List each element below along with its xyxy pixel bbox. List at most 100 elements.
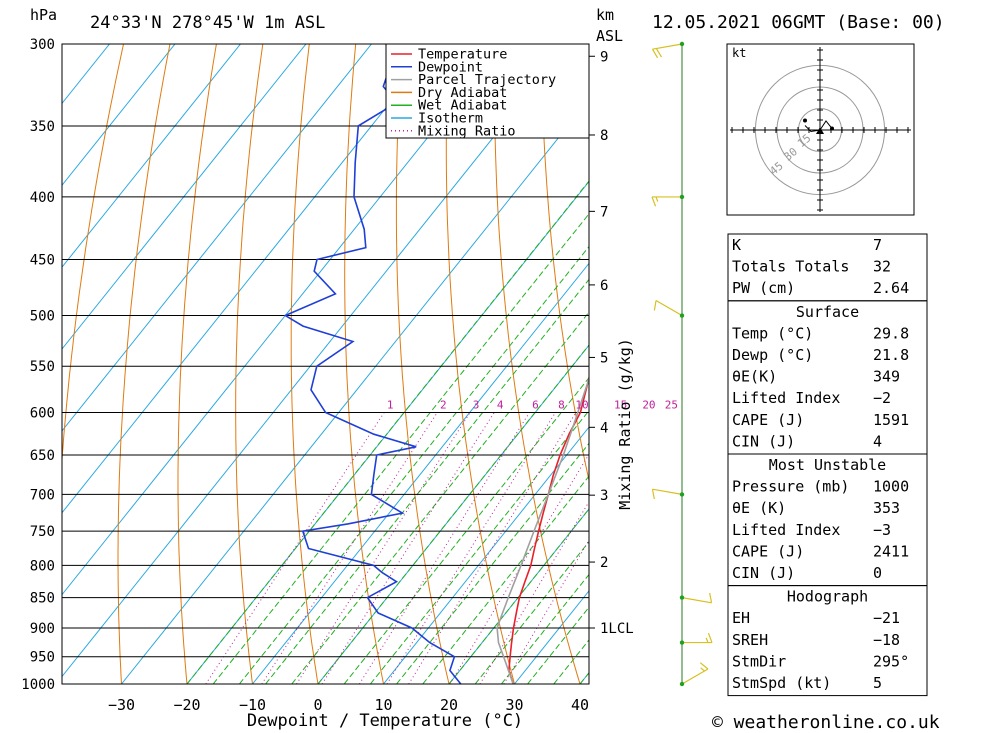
mixing-ratio-line: [386, 412, 556, 684]
index-label: Temp (°C): [732, 324, 813, 342]
dry-adiabat-line: [117, 44, 171, 684]
index-value: 4: [873, 432, 882, 450]
index-label: CAPE (J): [732, 542, 804, 560]
index-value: −2: [873, 389, 891, 407]
wind-barb-flag: [655, 196, 659, 202]
index-label: K: [732, 236, 741, 254]
index-value: −18: [873, 631, 900, 649]
mixing-ratio-tick-label: 10: [575, 398, 588, 411]
wind-barb-flag: [700, 667, 705, 672]
km-tick-label: 5: [600, 350, 608, 366]
index-value: 32: [873, 258, 891, 276]
index-label: CIN (J): [732, 432, 795, 450]
km-tick-label: 8: [600, 128, 608, 144]
profile-series: [283, 44, 589, 684]
mixing-ratio-line: [261, 412, 438, 684]
copyright-text: © weatheronline.co.uk: [712, 712, 940, 733]
wind-barb-flag: [699, 662, 709, 670]
wind-barb-staff: [681, 668, 709, 685]
mixing-ratio-line: [449, 453, 589, 684]
wind-barb-flag: [709, 592, 713, 603]
km-label: km: [596, 6, 614, 24]
dry-adiabat-line: [177, 44, 217, 684]
surface-indices-title: Surface: [796, 303, 859, 321]
index-value: 295°: [873, 652, 909, 670]
wind-barb-dot: [679, 194, 685, 200]
wind-barb: [679, 592, 713, 604]
mixing-ratio-tick-label: 20: [642, 398, 655, 411]
mixing-ratio-tick-label: 6: [532, 398, 539, 411]
wind-barb-flag: [651, 489, 655, 500]
plot-frame: [61, 43, 590, 685]
wet-adiabat-line: [448, 508, 589, 684]
index-label: Pressure (mb): [732, 478, 849, 496]
x-axis-label: Dewpoint / Temperature (°C): [247, 711, 523, 731]
isotherm-line: [252, 262, 589, 684]
km-tick-label: 2: [600, 555, 608, 571]
wind-barb-dot: [679, 681, 685, 687]
dry-adiabat-line: [235, 44, 264, 684]
isotherm-line: [62, 44, 372, 432]
mixing-ratio-tick-label: 8: [558, 398, 565, 411]
index-value: 2411: [873, 542, 909, 560]
index-label: SREH: [732, 631, 768, 649]
temperature-tick-label: −20: [173, 696, 200, 714]
pressure-tick-label: 700: [30, 487, 55, 503]
dry-adiabat-line: [62, 44, 124, 468]
wind-barbs: [651, 41, 713, 687]
legend-label: Wet Adiabat: [418, 98, 507, 114]
hpa-label: hPa: [30, 6, 57, 24]
temperature-tick-label: 10: [374, 696, 392, 714]
temperature-tick-label: 30: [505, 696, 523, 714]
index-value: 1000: [873, 478, 909, 496]
index-value: 349: [873, 368, 900, 386]
pressure-tick-label: 600: [30, 405, 55, 421]
isotherm-line: [62, 44, 438, 514]
pressure-tick-label: 950: [30, 650, 55, 666]
mixing-ratio-tick-label: 2: [440, 398, 447, 411]
index-value: 7: [873, 236, 882, 254]
index-value: 0: [873, 564, 882, 582]
wet-adiabat-line: [474, 540, 589, 684]
pressure-tick-label: 650: [30, 448, 55, 464]
wind-barb: [653, 300, 685, 318]
index-label: Totals Totals: [732, 258, 849, 276]
wind-barb-dot: [679, 313, 685, 318]
pressure-tick-label: 1000: [21, 677, 55, 693]
pressure-tick-label: 550: [30, 359, 55, 375]
km-tick-label: 7: [600, 204, 608, 220]
wind-barb-flag: [655, 48, 663, 58]
index-label: θE(K): [732, 368, 777, 386]
temperature-tick-label: 20: [440, 696, 458, 714]
index-label: CAPE (J): [732, 411, 804, 429]
isotherm-line: [62, 44, 241, 268]
pressure-tick-label: 450: [30, 253, 55, 269]
index-value: −21: [873, 609, 900, 627]
storm-motion-marker: [816, 127, 824, 134]
dry-adiabat-line: [395, 44, 450, 684]
wind-barb: [651, 194, 685, 207]
hodograph-indices-title: Hodograph: [787, 588, 868, 606]
plot-lines: [62, 44, 589, 684]
pressure-tick-label: 900: [30, 621, 55, 637]
wet-adiabat-line: [422, 475, 589, 684]
pressure-tick-label: 350: [30, 119, 55, 135]
legend-label: Dry Adiabat: [418, 85, 507, 101]
temperature-tick-labels: −30 −20 −10 0 10 20 30 40: [108, 696, 589, 714]
wet-adiabat-line: [527, 606, 589, 684]
mixing-ratio-tick-label: 1: [387, 398, 394, 411]
index-value: 2.64: [873, 279, 909, 297]
wind-barb-dot: [679, 492, 685, 497]
index-value: 1591: [873, 411, 909, 429]
asl-label: ASL: [596, 27, 623, 45]
isotherm-line: [62, 44, 503, 596]
wind-barb: [679, 662, 709, 687]
isotherm-line: [62, 44, 176, 187]
wind-barb-staff: [655, 300, 683, 317]
mixing-ratio-labels: 1 2 3 4 6 8 10 15 20 25: [387, 398, 678, 411]
index-label: StmSpd (kt): [732, 674, 831, 692]
temperature-tick-label: 40: [571, 696, 589, 714]
